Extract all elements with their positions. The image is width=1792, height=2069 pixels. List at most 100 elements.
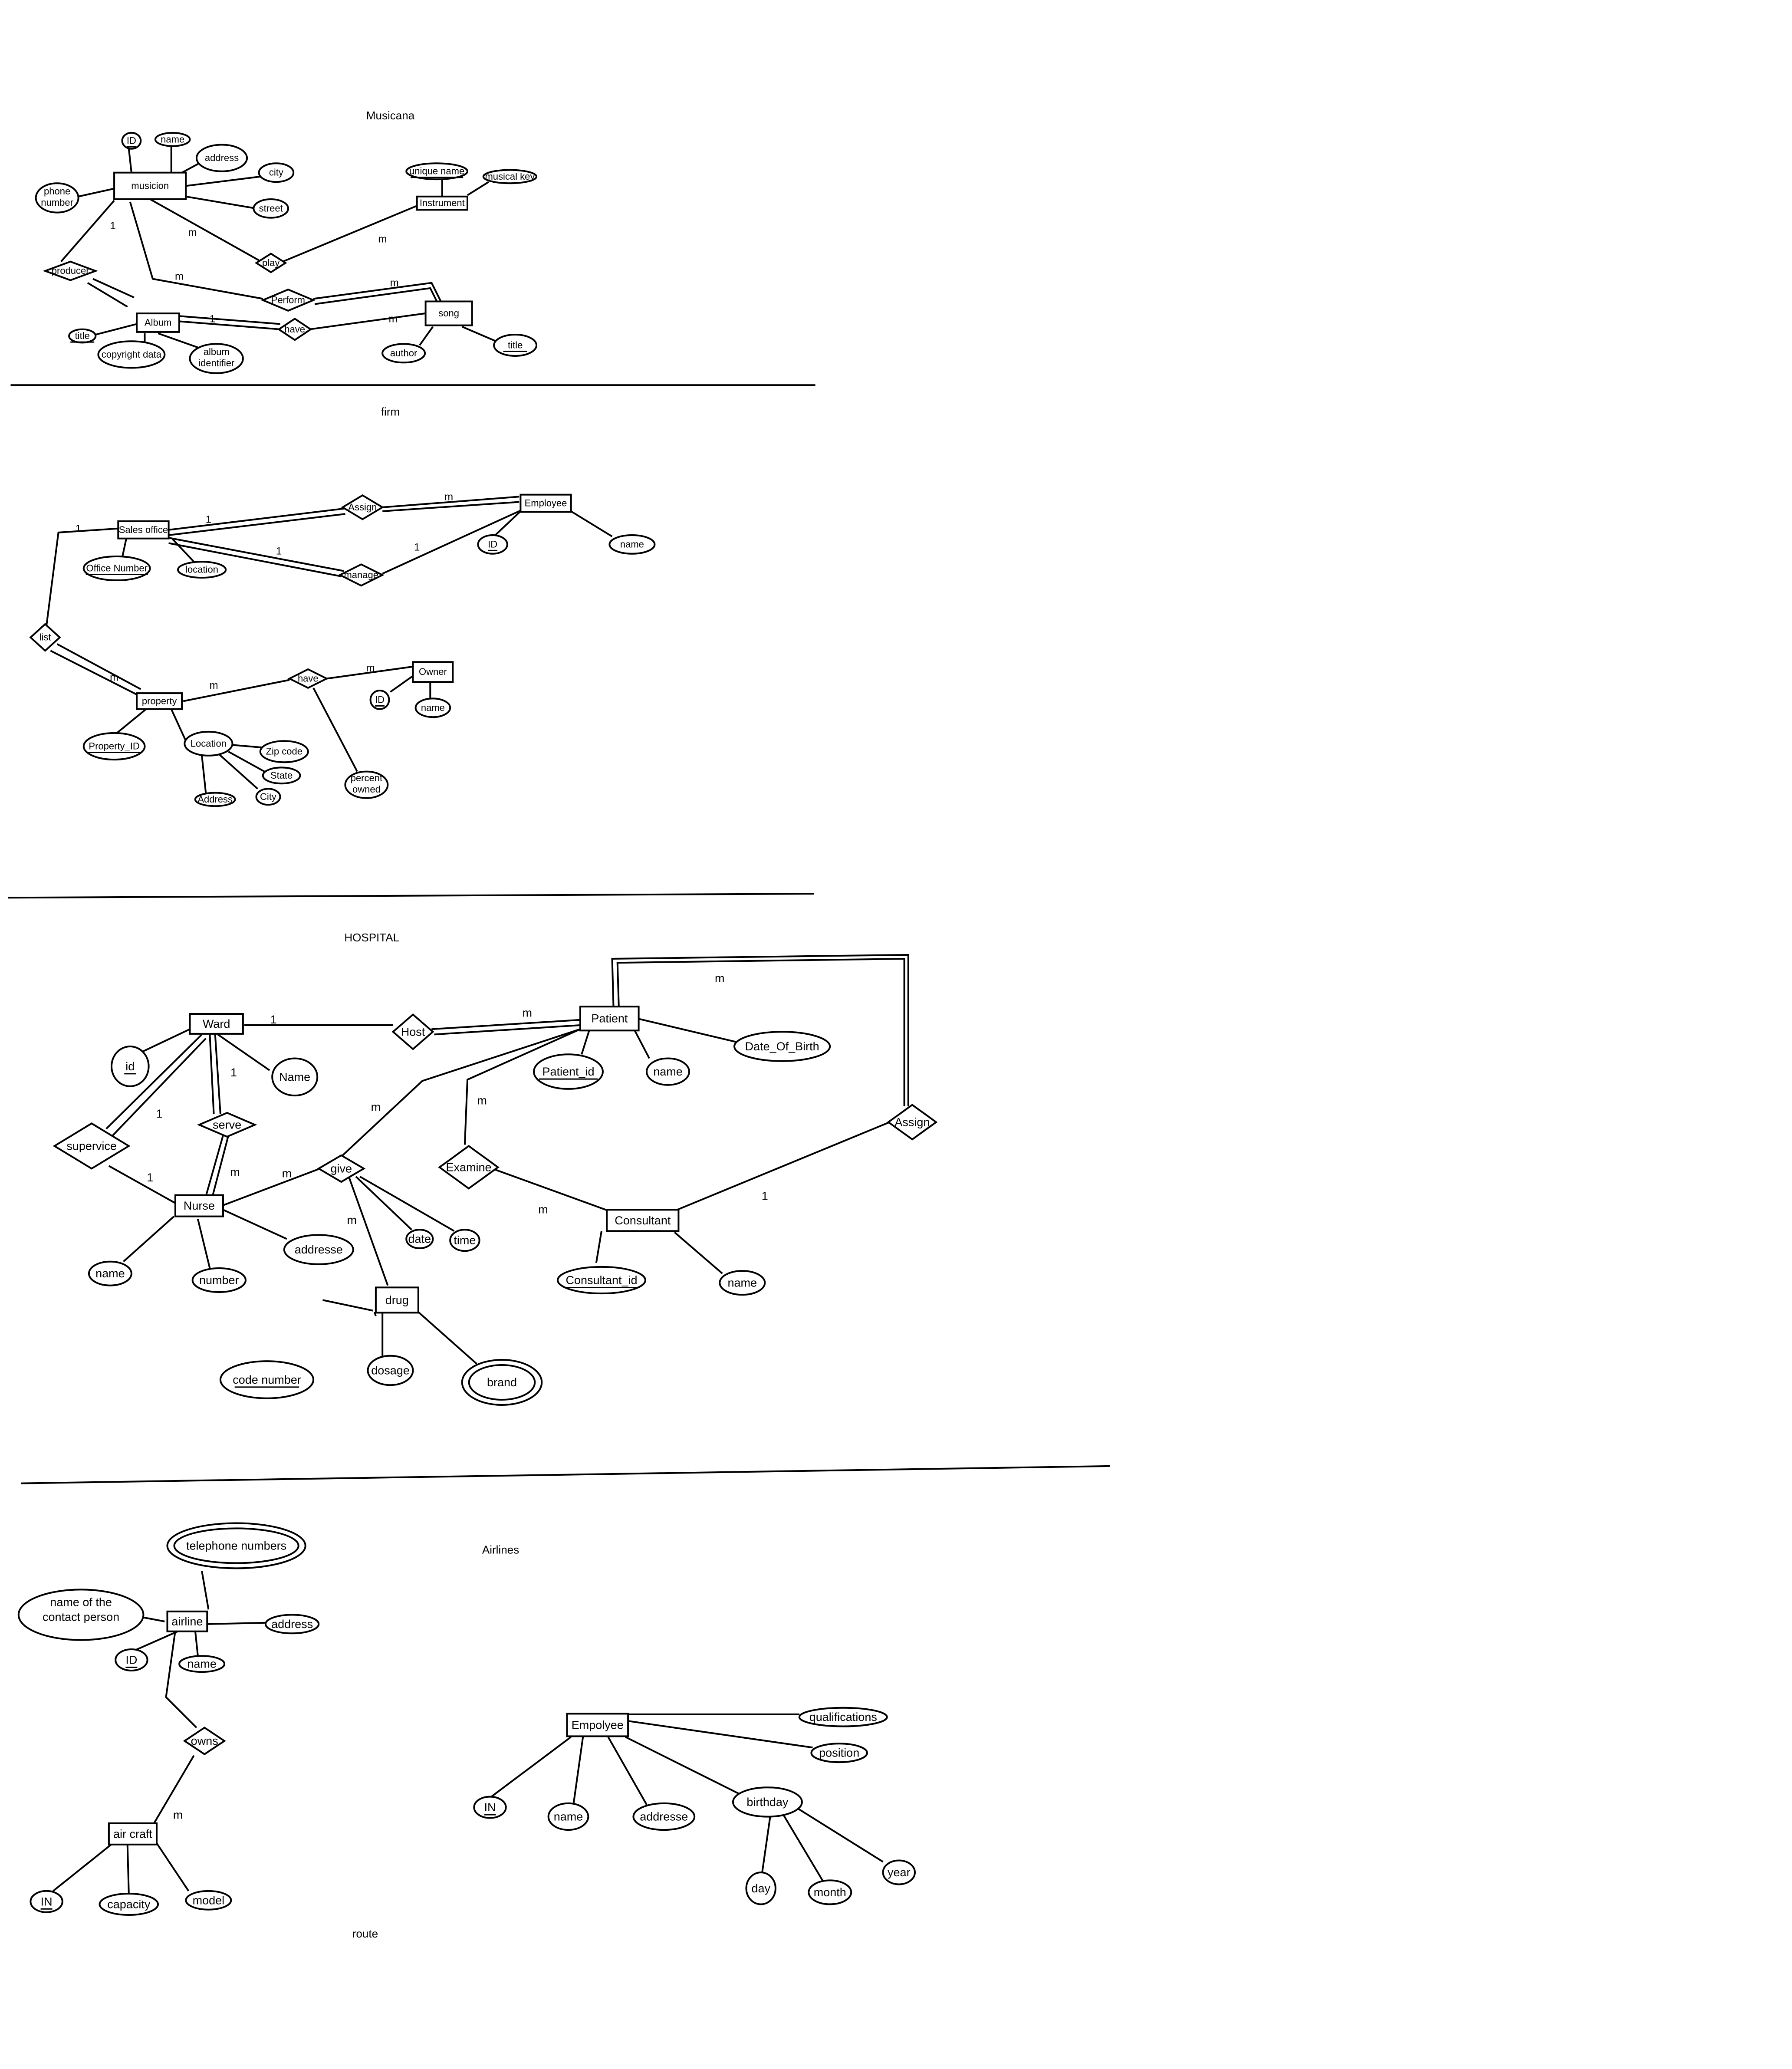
entity-patient[interactable]: Patient (579, 1006, 640, 1032)
attribute-ep_day[interactable]: day (745, 1872, 776, 1905)
attribute-h_pct[interactable]: percent owned (344, 770, 389, 799)
attribute-d_dose[interactable]: dosage (367, 1355, 414, 1386)
attribute-p_id[interactable]: Property_ID (82, 732, 146, 761)
attribute-s_title[interactable]: title (493, 334, 538, 357)
attribute-ac_in[interactable]: IN (30, 1890, 63, 1913)
connector-line (134, 1630, 180, 1651)
attribute-al_name[interactable]: name (178, 1655, 226, 1673)
attribute-ac_cap[interactable]: capacity (99, 1893, 159, 1916)
attribute-al_contact[interactable]: name of the contact person (17, 1589, 145, 1641)
entity-song[interactable]: song (424, 300, 473, 326)
attribute-a_ident[interactable]: album identifier (189, 343, 244, 374)
relationship-serve[interactable]: serve (197, 1112, 257, 1138)
attribute-label: name (161, 134, 184, 145)
entity-drug[interactable]: drug (375, 1286, 419, 1314)
entity-nurse[interactable]: Nurse (174, 1194, 224, 1217)
entity-aircraft[interactable]: air craft (108, 1822, 158, 1845)
attribute-d_code[interactable]: code number (219, 1360, 315, 1399)
attribute-pt_dob[interactable]: Date_Of_Birth (733, 1031, 831, 1062)
relationship-manage[interactable]: manage (338, 563, 385, 587)
attribute-p_addr[interactable]: Address (194, 792, 236, 807)
attribute-a_copy[interactable]: copyright data (97, 340, 166, 369)
attribute-so_loc[interactable]: location (177, 561, 227, 579)
attribute-a_title[interactable]: title (68, 328, 97, 344)
entity-box (416, 195, 469, 211)
relationship-producer[interactable]: producer (43, 260, 99, 281)
entity-album[interactable]: Album (136, 312, 181, 333)
attribute-label: Location (191, 738, 227, 749)
attribute-m_name[interactable]: name (154, 132, 191, 147)
attribute-ep_addr[interactable]: addresse (632, 1802, 696, 1831)
attribute-p_state[interactable]: State (262, 766, 301, 785)
entity-consultant[interactable]: Consultant (606, 1209, 680, 1232)
attribute-i_key[interactable]: musical key (482, 169, 538, 184)
relationship-assign_firm[interactable]: Assign (341, 494, 385, 520)
attribute-ep_pos[interactable]: position (810, 1743, 868, 1763)
attribute-ep_in[interactable]: IN (473, 1796, 507, 1819)
attribute-m_phone[interactable]: phone number (35, 182, 79, 214)
entity-property[interactable]: property (136, 692, 183, 710)
relationship-assign_hosp[interactable]: Assign (887, 1104, 938, 1141)
attribute-c_id[interactable]: Consultant_id (557, 1266, 646, 1295)
attribute-n_name[interactable]: name (88, 1260, 132, 1286)
attribute-ellipse (271, 1057, 319, 1097)
attribute-m_id[interactable]: ID (121, 132, 142, 150)
entity-employee_firm[interactable]: Employee (520, 493, 572, 513)
attribute-c_name[interactable]: name (719, 1270, 766, 1296)
attribute-n_num[interactable]: number (191, 1267, 247, 1293)
attribute-p_city[interactable]: City (255, 788, 281, 806)
attribute-s_author[interactable]: author (381, 343, 426, 364)
relationship-play[interactable]: play (254, 253, 287, 273)
attribute-g_date[interactable]: date (405, 1229, 434, 1250)
attribute-al_addr[interactable]: address (264, 1614, 320, 1635)
entity-empolyee[interactable]: Empolyee (566, 1713, 629, 1737)
attribute-label: number (199, 1274, 239, 1287)
attribute-so_num[interactable]: Office Number (82, 556, 151, 581)
entity-label: Album (145, 317, 171, 328)
cardinality-label: m (188, 227, 197, 238)
attribute-al_id[interactable]: ID (115, 1648, 148, 1671)
attribute-m_address[interactable]: address (195, 144, 248, 172)
relationship-list[interactable]: list (29, 623, 61, 652)
attribute-ep_year[interactable]: year (882, 1859, 916, 1885)
relationship-perform[interactable]: Perform (260, 288, 316, 312)
attribute-i_unique[interactable]: unique name (405, 162, 468, 181)
attribute-m_city[interactable]: city (258, 162, 295, 183)
attribute-w_name[interactable]: Name (271, 1057, 319, 1097)
attribute-p_zip[interactable]: Zip code (259, 740, 309, 763)
attribute-n_addr[interactable]: addresse (283, 1234, 354, 1265)
relationship-host[interactable]: Host (391, 1013, 434, 1050)
entity-instrument[interactable]: Instrument (416, 195, 469, 211)
relationship-give[interactable]: give (317, 1154, 366, 1183)
attribute-ep_qual[interactable]: qualifications (798, 1707, 888, 1727)
relationship-have_music[interactable]: have (277, 317, 312, 341)
attribute-label: id (125, 1060, 135, 1073)
attribute-w_id[interactable]: id (111, 1046, 150, 1087)
attribute-ep_month[interactable]: month (808, 1879, 852, 1905)
relationship-examine[interactable]: Examine (438, 1145, 500, 1190)
entity-airline[interactable]: airline (166, 1610, 208, 1632)
relationship-owns[interactable]: owns (183, 1727, 226, 1756)
attribute-e_id[interactable]: ID (477, 534, 508, 555)
attribute-ep_name[interactable]: name (547, 1802, 589, 1831)
attribute-d_brand[interactable]: brand (461, 1359, 543, 1406)
attribute-pt_name[interactable]: name (646, 1057, 690, 1086)
entity-sales_office[interactable]: Sales office (117, 520, 170, 539)
entity-box (579, 1006, 640, 1032)
relationship-supervice[interactable]: supervice (53, 1122, 131, 1170)
entity-musicion[interactable]: musicion (113, 171, 187, 200)
attribute-o_id[interactable]: ID (369, 690, 390, 710)
attribute-ep_bday[interactable]: birthday (732, 1786, 803, 1818)
attribute-g_time[interactable]: time (449, 1229, 480, 1252)
attribute-ac_model[interactable]: model (185, 1890, 232, 1911)
entity-ward[interactable]: Ward (189, 1013, 244, 1035)
attribute-pt_id[interactable]: Patient_id (533, 1053, 604, 1090)
cardinality-label: m (371, 1101, 381, 1114)
attribute-e_name[interactable]: name (608, 534, 656, 555)
attribute-p_loc[interactable]: Location (184, 730, 233, 757)
entity-owner[interactable]: Owner (412, 661, 454, 683)
relationship-have_firm[interactable]: have (287, 668, 329, 689)
attribute-o_name[interactable]: name (414, 697, 451, 718)
attribute-al_tel[interactable]: telephone numbers (166, 1522, 306, 1569)
attribute-m_street[interactable]: street (253, 198, 289, 219)
